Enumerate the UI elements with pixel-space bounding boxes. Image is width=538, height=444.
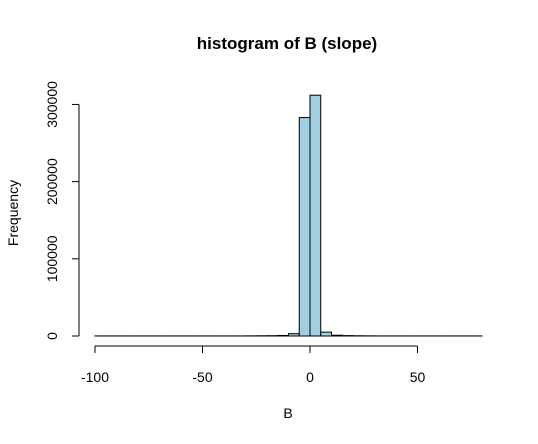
- histogram-bar: [298, 117, 311, 337]
- bars-group: [94, 94, 483, 337]
- y-ticks: 0 100000 200000 300000: [44, 81, 79, 340]
- x-axis-label: B: [283, 405, 292, 421]
- x-tick-label: 0: [306, 369, 314, 385]
- chart-title: histogram of B (slope): [197, 34, 377, 53]
- histogram-bar: [277, 334, 289, 337]
- histogram-bar: [309, 94, 322, 337]
- x-tick-label: 50: [410, 369, 426, 385]
- y-tick-label: 200000: [44, 158, 60, 205]
- histogram-bar: [288, 333, 300, 337]
- y-tick-label: 100000: [44, 235, 60, 282]
- y-tick-label: 0: [44, 332, 60, 340]
- x-tick-label: -100: [81, 369, 109, 385]
- y-axis-label: Frequency: [5, 180, 21, 246]
- x-tick-label: -50: [192, 369, 212, 385]
- y-tick-label: 300000: [44, 81, 60, 128]
- x-ticks: -100 -50 0 50: [81, 346, 426, 385]
- histogram-bar: [320, 331, 332, 337]
- histogram-bar: [331, 334, 343, 337]
